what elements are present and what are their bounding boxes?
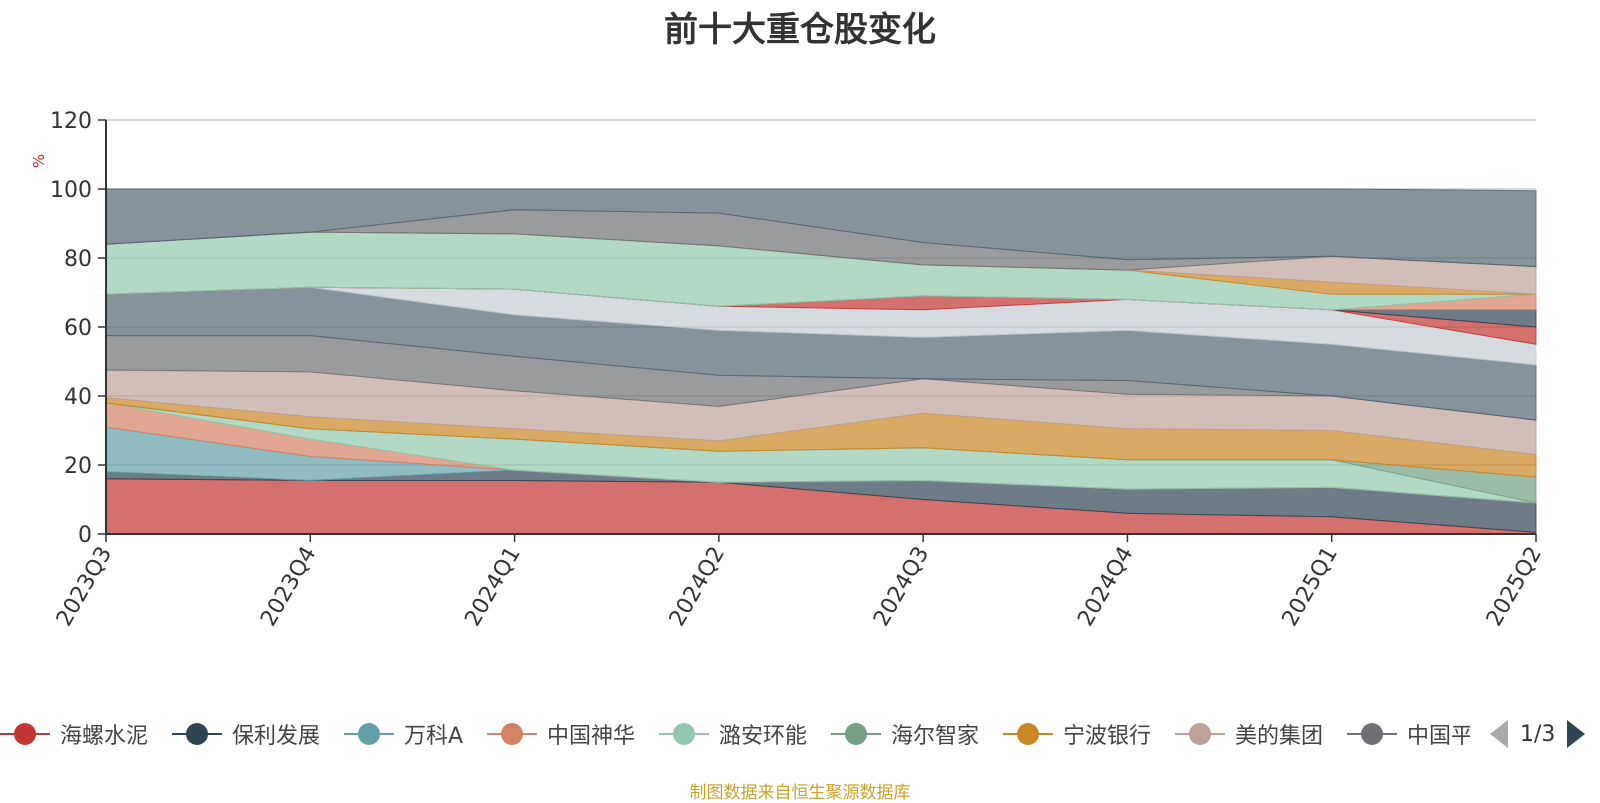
x-tick-label: 2023Q4: [256, 543, 321, 631]
legend-label: 中国平安: [1407, 724, 1470, 749]
chart-title: 前十大重仓股变化: [664, 10, 936, 50]
legend-pager: 1/3: [1490, 715, 1586, 753]
legend-item[interactable]: 中国神华: [487, 715, 635, 753]
legend-label: 海螺水泥: [60, 724, 149, 749]
stacked-areas: [105, 188, 1537, 535]
legend-item[interactable]: 保利发展: [172, 715, 320, 753]
x-tick-label: 2025Q1: [1278, 543, 1343, 631]
x-tick-label: 2024Q1: [460, 543, 525, 631]
legend-item[interactable]: 中国平安: [1347, 715, 1470, 753]
legend-label: 海尔智家: [891, 724, 980, 749]
x-tick-label: 2024Q4: [1073, 543, 1138, 631]
y-axis-unit-label: %: [30, 154, 48, 168]
legend-label: 中国神华: [547, 724, 636, 749]
y-tick-label: 40: [64, 385, 92, 410]
legend-label: 美的集团: [1235, 724, 1324, 749]
legend-item[interactable]: 万科A: [344, 715, 463, 753]
legend-label: 保利发展: [232, 724, 321, 749]
legend-item[interactable]: 海螺水泥: [0, 715, 148, 753]
legend-swatch: [487, 715, 537, 753]
legend-label: 潞安环能: [719, 724, 808, 749]
legend-page-indicator: 1/3: [1520, 721, 1556, 747]
y-tick-label: 60: [64, 316, 92, 341]
legend-label: 宁波银行: [1063, 724, 1152, 749]
y-tick-label: 0: [78, 523, 92, 548]
legend-item[interactable]: 宁波银行: [1003, 715, 1151, 753]
legend-next-page-button[interactable]: [1567, 720, 1586, 748]
y-tick-label: 100: [50, 178, 92, 203]
source-note: 制图数据来自恒生聚源数据库: [689, 783, 911, 803]
x-tick-label: 2025Q2: [1482, 543, 1547, 631]
legend-swatch: [344, 715, 394, 753]
x-tick-label: 2024Q2: [665, 543, 730, 631]
legend-items: 海螺水泥 保利发展 万科A 中国神华 潞安环能 海尔智家 宁波银行 美的集团 中国平安: [0, 715, 1470, 753]
legend-swatch: [659, 715, 709, 753]
legend-swatch: [1175, 715, 1225, 753]
x-tick-label: 2023Q3: [52, 543, 117, 631]
y-tick-label: 80: [64, 247, 92, 272]
legend-item[interactable]: 潞安环能: [659, 715, 807, 753]
legend-item[interactable]: 海尔智家: [831, 715, 979, 753]
legend-swatch: [1347, 715, 1397, 753]
x-tick-label: 2024Q3: [869, 543, 934, 631]
area-series-18[interactable]: [105, 188, 1537, 268]
legend-swatch: [0, 715, 50, 753]
legend-swatch: [1003, 715, 1053, 753]
y-tick-label: 120: [50, 109, 92, 134]
legend-swatch: [172, 715, 222, 753]
legend-label: 万科A: [404, 724, 464, 749]
legend-prev-page-button[interactable]: [1490, 720, 1508, 748]
legend: 海螺水泥 保利发展 万科A 中国神华 潞安环能 海尔智家 宁波银行 美的集团 中国平安 1/3: [0, 715, 1600, 753]
y-tick-label: 20: [64, 454, 92, 479]
legend-swatch: [831, 715, 881, 753]
legend-item[interactable]: 美的集团: [1175, 715, 1323, 753]
